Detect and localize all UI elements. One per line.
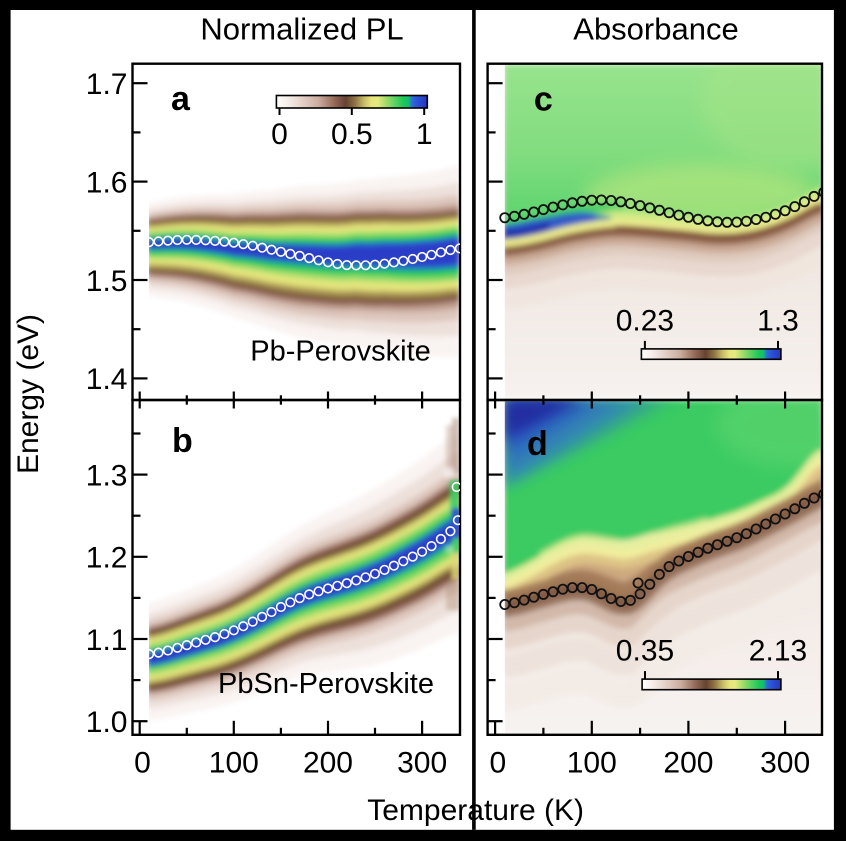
svg-text:1.6: 1.6 (86, 166, 128, 199)
svg-text:1.5: 1.5 (86, 265, 128, 298)
svg-text:1.1: 1.1 (86, 624, 128, 657)
svg-text:Absorbance: Absorbance (573, 12, 738, 47)
svg-text:300: 300 (397, 747, 447, 780)
svg-text:Temperature (K): Temperature (K) (367, 794, 584, 827)
svg-text:200: 200 (303, 747, 353, 780)
svg-text:300: 300 (760, 747, 810, 780)
svg-text:c: c (534, 80, 553, 118)
svg-text:1.0: 1.0 (86, 706, 128, 739)
svg-text:1.7: 1.7 (86, 68, 128, 101)
svg-text:0.5: 0.5 (331, 118, 373, 151)
svg-text:2.13: 2.13 (749, 635, 807, 668)
svg-text:0: 0 (271, 118, 288, 151)
svg-text:1.4: 1.4 (86, 363, 128, 396)
svg-text:1.3: 1.3 (757, 305, 799, 338)
svg-text:PbSn-Perovskite: PbSn-Perovskite (218, 668, 434, 700)
svg-text:0: 0 (490, 747, 507, 780)
svg-text:d: d (527, 425, 548, 463)
svg-text:1.3: 1.3 (86, 459, 128, 492)
svg-text:0: 0 (134, 747, 151, 780)
svg-text:1.2: 1.2 (86, 542, 128, 575)
svg-text:0.35: 0.35 (616, 635, 674, 668)
svg-text:a: a (171, 80, 191, 118)
svg-text:b: b (172, 422, 193, 460)
svg-text:Normalized PL: Normalized PL (200, 12, 403, 47)
svg-text:0.23: 0.23 (616, 305, 674, 338)
svg-text:100: 100 (567, 747, 617, 780)
svg-text:1: 1 (416, 118, 433, 151)
svg-text:Pb-Perovskite: Pb-Perovskite (250, 336, 431, 368)
svg-text:100: 100 (209, 747, 259, 780)
svg-text:200: 200 (663, 747, 713, 780)
svg-text:Energy (eV): Energy (eV) (12, 314, 45, 474)
